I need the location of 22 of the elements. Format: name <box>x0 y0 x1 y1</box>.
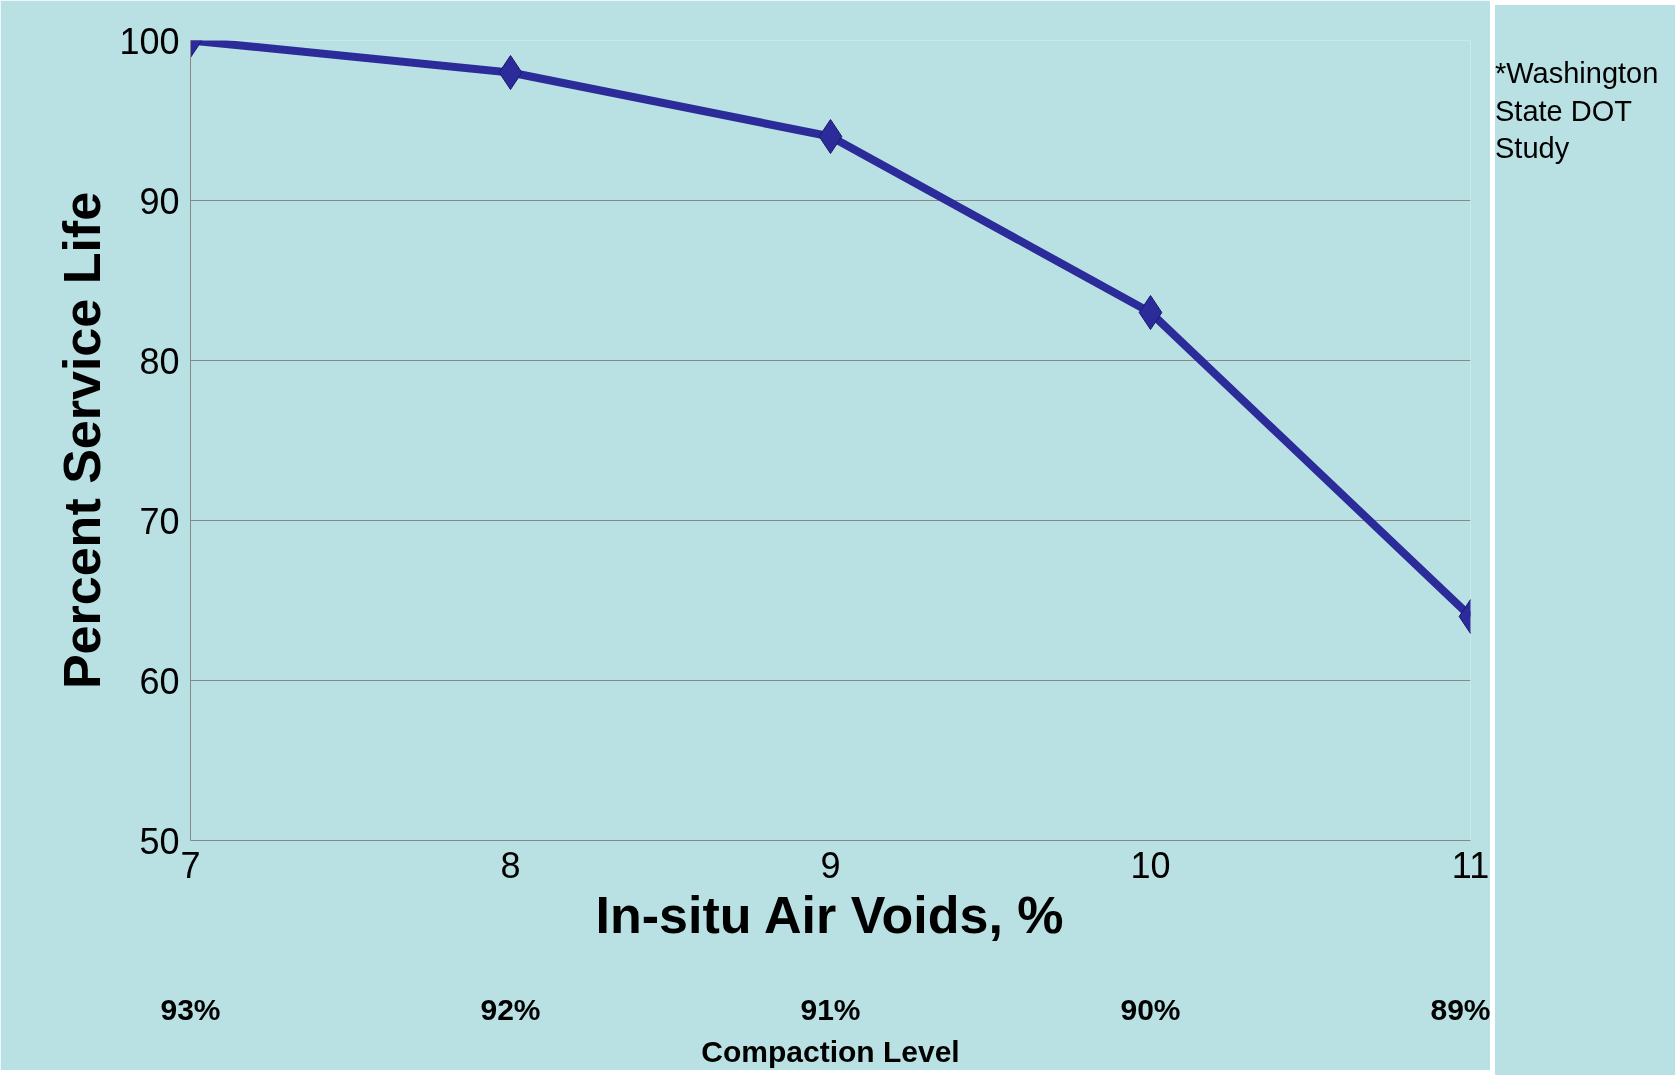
y-tick-label: 60 <box>139 660 180 702</box>
y-tick-label: 50 <box>139 820 180 862</box>
point <box>818 119 843 154</box>
x-tick-label: 9 <box>820 844 841 886</box>
x2-tick-label: 91% <box>800 992 861 1026</box>
y-tick-label: 70 <box>139 500 180 542</box>
x2-tick-label: 90% <box>1120 992 1181 1026</box>
x-tick-label: 10 <box>1130 844 1171 886</box>
point <box>498 55 523 90</box>
y-tick-label: 100 <box>119 20 180 62</box>
x-tick-label: 11 <box>1451 844 1490 886</box>
text: *Washington State DOT Study <box>1495 56 1659 167</box>
x2-tick-label: 89% <box>1430 992 1491 1026</box>
x2-axis-title: Compaction Level <box>701 1034 960 1068</box>
y-axis-title: Percent Service Life <box>53 191 112 690</box>
x2-tick-label: 92% <box>480 992 541 1026</box>
y-tick-label: 80 <box>139 340 180 382</box>
x-axis-title: In-situ Air Voids, % <box>595 885 1064 944</box>
x-tick-label: 8 <box>500 844 521 886</box>
x-tick-label: 7 <box>180 844 201 886</box>
y-tick-label: 90 <box>139 180 180 222</box>
x2-tick-label: 93% <box>160 992 221 1026</box>
